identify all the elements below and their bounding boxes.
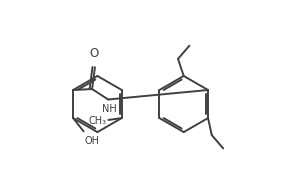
Text: OH: OH (85, 136, 99, 146)
Text: NH: NH (102, 104, 116, 114)
Text: O: O (89, 47, 98, 60)
Text: CH₃: CH₃ (89, 116, 107, 126)
